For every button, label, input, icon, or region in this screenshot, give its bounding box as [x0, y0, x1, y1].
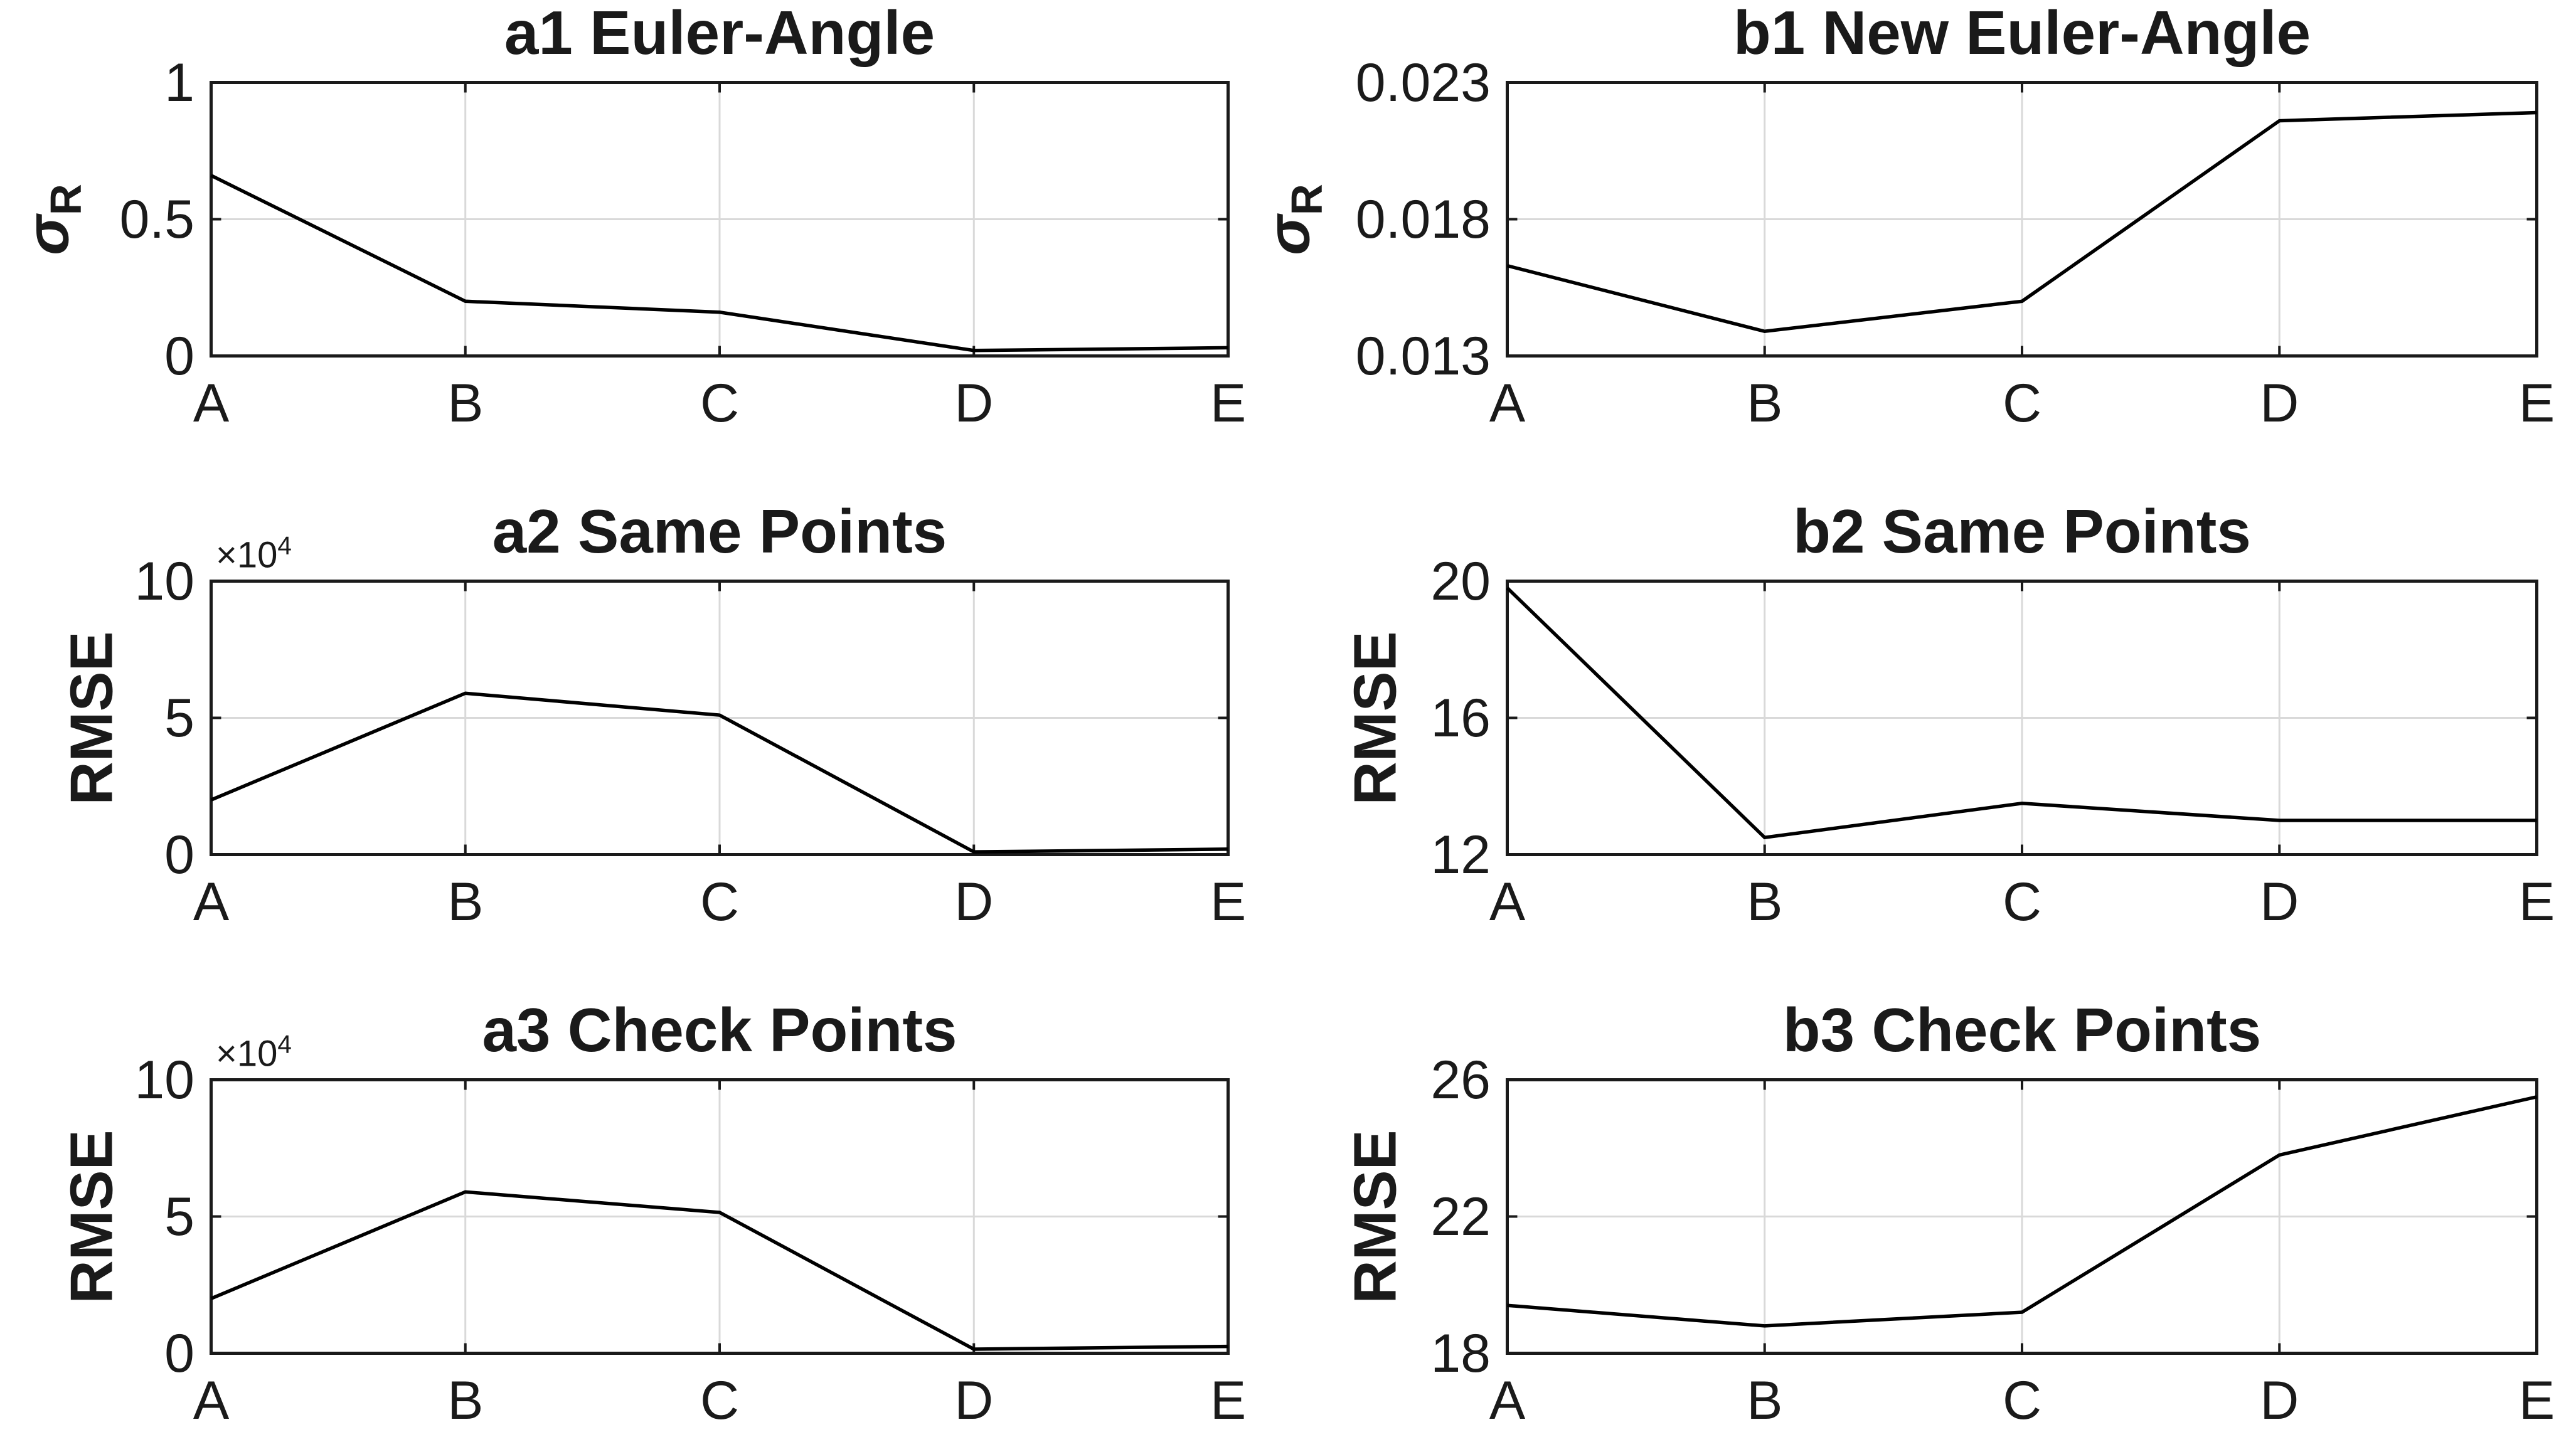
- data-line: [1506, 586, 2537, 840]
- x-tick-label: B: [1747, 373, 1783, 433]
- y-tick-label: 0.013: [1355, 326, 1491, 386]
- x-tick-label: A: [1489, 872, 1526, 932]
- y-axis-label-main: σ: [1255, 215, 1323, 255]
- y-axis-label-main: RMSE: [58, 630, 125, 805]
- subplot-b3-check-points: b3 Check Points RMSE 18 22 26 A B C D E: [1341, 999, 2555, 1428]
- x-tick-label: A: [193, 872, 230, 932]
- plot-canvas: [210, 1078, 1230, 1355]
- y-tick-label: 0.5: [119, 189, 194, 250]
- x-tick-label: B: [447, 872, 484, 932]
- y-axis-label-main: RMSE: [1341, 630, 1409, 805]
- y-axis-label-main: RMSE: [1341, 1129, 1409, 1304]
- x-tick-label: B: [447, 1370, 484, 1431]
- y-tick-label: 26: [1430, 1049, 1491, 1110]
- data-line: [1506, 110, 2537, 334]
- plot-title: a1 Euler-Angle: [504, 0, 935, 67]
- y-tick-label: 22: [1430, 1186, 1491, 1247]
- subplot-a2-same-points: a2 Same Points RMSE ×104 0 5 10 A B C D E: [58, 501, 1246, 929]
- data-line: [210, 1190, 1228, 1351]
- x-tick-label: D: [2260, 1370, 2299, 1431]
- y-axis-label-main: σ: [14, 215, 82, 255]
- axis-exponent-label: ×104: [216, 531, 292, 575]
- plot-canvas: [210, 81, 1230, 358]
- x-tick-label: A: [193, 1370, 230, 1431]
- y-tick-label: 0: [164, 326, 194, 386]
- y-axis-label: RMSE: [1341, 631, 1415, 805]
- y-tick-label: 0.023: [1355, 52, 1491, 113]
- plot-title: b2 Same Points: [1793, 497, 2251, 566]
- x-tick-label: C: [700, 1370, 740, 1431]
- plot-canvas: [1506, 1078, 2538, 1355]
- y-tick-label: 5: [164, 1186, 194, 1247]
- subplot-a1-euler-angle: a1 Euler-Angle σR 0 0.5 1 A B C D E: [14, 2, 1246, 430]
- y-tick-label: 20: [1430, 551, 1491, 612]
- y-tick-label: 1: [164, 52, 194, 113]
- plot-title: b3 Check Points: [1782, 995, 2262, 1064]
- plot-area: [210, 81, 1230, 358]
- y-tick-label: 5: [164, 687, 194, 748]
- x-tick-label: B: [1747, 1370, 1783, 1431]
- x-tick-label: C: [2002, 1370, 2042, 1431]
- x-tick-label: D: [954, 1370, 994, 1431]
- x-tick-label: C: [700, 373, 740, 433]
- plot-title: a2 Same Points: [492, 497, 947, 566]
- y-tick-label: 0: [164, 1323, 194, 1384]
- data-line: [210, 691, 1228, 854]
- plot-area: [1506, 580, 2538, 856]
- plot-title: b1 New Euler-Angle: [1733, 0, 2311, 67]
- plot-canvas: [1506, 580, 2538, 856]
- y-tick-label: 16: [1430, 687, 1491, 748]
- x-tick-label: E: [1210, 373, 1247, 433]
- y-tick-label: 10: [134, 551, 194, 612]
- y-tick-label: 12: [1430, 824, 1491, 885]
- subplot-b2-same-points: b2 Same Points RMSE 12 16 20 A B C D E: [1341, 501, 2555, 929]
- plot-canvas: [210, 580, 1230, 856]
- y-axis-label: σR: [1255, 183, 1331, 255]
- y-axis-label-sub: R: [1282, 183, 1331, 215]
- plot-canvas: [1506, 81, 2538, 358]
- x-tick-label: A: [1489, 373, 1526, 433]
- x-tick-label: A: [1489, 1370, 1526, 1431]
- data-line: [1507, 1095, 2538, 1328]
- x-tick-label: C: [2002, 872, 2042, 932]
- plot-title: a3 Check Points: [482, 995, 957, 1064]
- plot-area: [1506, 81, 2538, 358]
- y-tick-label: 0.018: [1355, 189, 1491, 250]
- x-tick-label: E: [2518, 872, 2555, 932]
- y-axis-label-main: RMSE: [58, 1129, 125, 1304]
- x-tick-label: E: [1210, 872, 1247, 932]
- axis-exponent-label: ×104: [216, 1029, 292, 1074]
- x-tick-label: E: [2518, 1370, 2555, 1431]
- plot-area: [210, 1078, 1230, 1355]
- x-tick-label: A: [193, 373, 230, 433]
- x-tick-label: B: [1747, 872, 1783, 932]
- plot-area: [1506, 1078, 2538, 1355]
- x-tick-label: C: [700, 872, 740, 932]
- y-axis-label: RMSE: [1341, 1130, 1415, 1303]
- y-tick-label: 0: [164, 824, 194, 885]
- x-tick-label: D: [954, 373, 994, 433]
- y-axis-label-sub: R: [41, 183, 90, 215]
- y-axis-label: RMSE: [58, 630, 131, 805]
- y-axis-label: σR: [14, 183, 90, 255]
- y-tick-label: 10: [134, 1049, 194, 1110]
- x-tick-label: E: [2518, 373, 2555, 433]
- x-tick-label: C: [2002, 373, 2042, 433]
- x-tick-label: D: [2260, 373, 2299, 433]
- plot-area: [210, 580, 1230, 856]
- y-tick-label: 18: [1430, 1323, 1491, 1384]
- x-tick-label: B: [447, 373, 484, 433]
- subplot-b1-new-euler-angle: b1 New Euler-Angle σR 0.013 0.018 0.023 A B C…: [1255, 2, 2555, 430]
- y-axis-label: RMSE: [58, 1129, 131, 1304]
- x-tick-label: E: [1210, 1370, 1247, 1431]
- x-tick-label: D: [2260, 872, 2299, 932]
- x-tick-label: D: [954, 872, 994, 932]
- subplot-a3-check-points: a3 Check Points RMSE ×104 0 5 10 A B C D E: [58, 999, 1246, 1428]
- data-line: [210, 174, 1228, 353]
